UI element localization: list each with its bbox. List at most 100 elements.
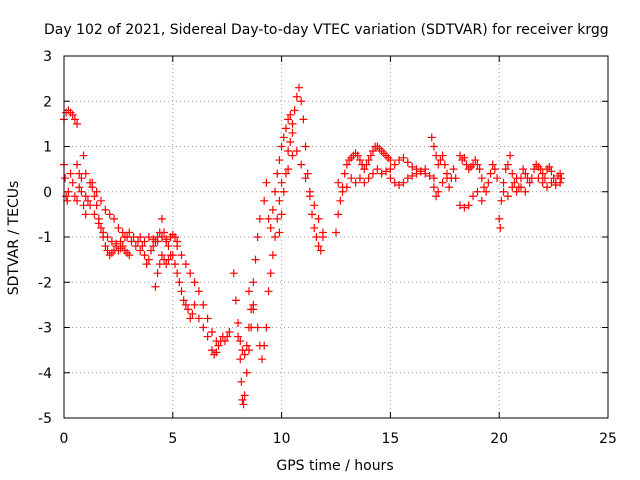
data-point — [490, 165, 499, 174]
data-point — [173, 269, 182, 278]
data-point — [395, 156, 404, 165]
y-tick-label: 3 — [43, 49, 52, 65]
data-point — [188, 309, 197, 318]
data-point — [390, 178, 399, 187]
data-point — [66, 169, 75, 178]
data-point — [114, 223, 123, 232]
data-point — [355, 174, 364, 183]
data-point — [556, 178, 565, 187]
data-point — [292, 92, 301, 101]
y-axis-label: SDTVAR / TECUs — [6, 181, 22, 296]
data-point — [70, 192, 79, 201]
data-point — [244, 346, 253, 355]
data-point — [332, 228, 340, 237]
data-point — [239, 400, 248, 409]
data-point — [464, 201, 473, 210]
y-tick-label: -1 — [38, 230, 52, 246]
data-point — [258, 355, 267, 364]
data-point — [162, 235, 171, 244]
data-point — [207, 328, 216, 337]
data-point — [75, 169, 84, 178]
data-point — [88, 178, 97, 187]
data-point — [223, 332, 232, 341]
data-point — [516, 183, 525, 192]
data-point — [355, 156, 364, 165]
data-point — [353, 151, 362, 160]
data-point — [237, 377, 246, 386]
data-point — [262, 323, 271, 332]
data-point — [408, 171, 417, 180]
data-point — [508, 183, 517, 192]
data-point — [281, 169, 290, 178]
data-point — [160, 228, 169, 237]
x-tick-label: 15 — [381, 431, 399, 447]
data-point — [336, 196, 345, 205]
data-point — [438, 151, 447, 160]
data-point — [488, 160, 497, 169]
x-tick-label: 5 — [168, 431, 177, 447]
x-axis-ticks: 0 5 10 15 20 25 — [60, 56, 617, 447]
data-point — [275, 228, 284, 237]
data-point — [116, 237, 125, 246]
data-point — [266, 269, 275, 278]
data-point — [168, 251, 177, 260]
data-point — [499, 178, 508, 187]
data-point — [203, 332, 212, 341]
data-point — [242, 341, 251, 350]
data-point — [288, 128, 297, 137]
data-point — [477, 196, 486, 205]
data-point — [386, 165, 395, 174]
data-point — [284, 165, 293, 174]
data-point — [399, 178, 408, 187]
data-point — [493, 174, 502, 183]
data-point — [86, 201, 95, 210]
data-point — [153, 237, 162, 246]
data-point — [556, 169, 565, 178]
data-point — [434, 187, 443, 196]
chart-title: Day 102 of 2021, Sidereal Day-to-day VTE… — [44, 22, 609, 38]
data-point — [110, 214, 119, 223]
data-point — [366, 151, 375, 160]
data-point — [525, 178, 534, 187]
y-tick-label: 2 — [43, 94, 52, 110]
data-point — [508, 169, 517, 178]
data-point — [351, 178, 360, 187]
data-point — [83, 196, 92, 205]
data-point — [240, 391, 249, 400]
data-point — [144, 255, 153, 264]
data-point — [495, 214, 504, 223]
data-point — [486, 169, 495, 178]
data-point — [244, 287, 253, 296]
data-point — [249, 278, 258, 287]
data-point — [340, 169, 349, 178]
data-point — [70, 115, 79, 124]
data-point — [334, 210, 343, 219]
data-point — [279, 187, 288, 196]
data-point — [162, 260, 171, 269]
data-point — [471, 156, 480, 165]
data-point — [164, 242, 173, 251]
data-point — [157, 214, 166, 223]
data-point — [314, 242, 323, 251]
data-point — [96, 223, 105, 232]
y-tick-label: -5 — [38, 411, 52, 427]
data-point — [73, 196, 82, 205]
y-tick-label: -4 — [38, 366, 52, 382]
data-point — [399, 153, 408, 162]
data-point — [338, 187, 347, 196]
data-point — [212, 348, 221, 357]
data-point — [225, 328, 234, 337]
data-point — [231, 296, 240, 305]
data-point — [551, 180, 560, 189]
data-point — [318, 228, 327, 237]
data-point — [170, 233, 179, 241]
data-point — [194, 287, 203, 296]
data-point — [377, 169, 386, 178]
data-point — [62, 192, 71, 201]
data-point — [368, 169, 377, 178]
data-point — [268, 205, 277, 214]
data-point — [342, 183, 351, 192]
data-point — [429, 142, 438, 151]
data-point — [277, 142, 286, 151]
data-point — [368, 147, 377, 156]
